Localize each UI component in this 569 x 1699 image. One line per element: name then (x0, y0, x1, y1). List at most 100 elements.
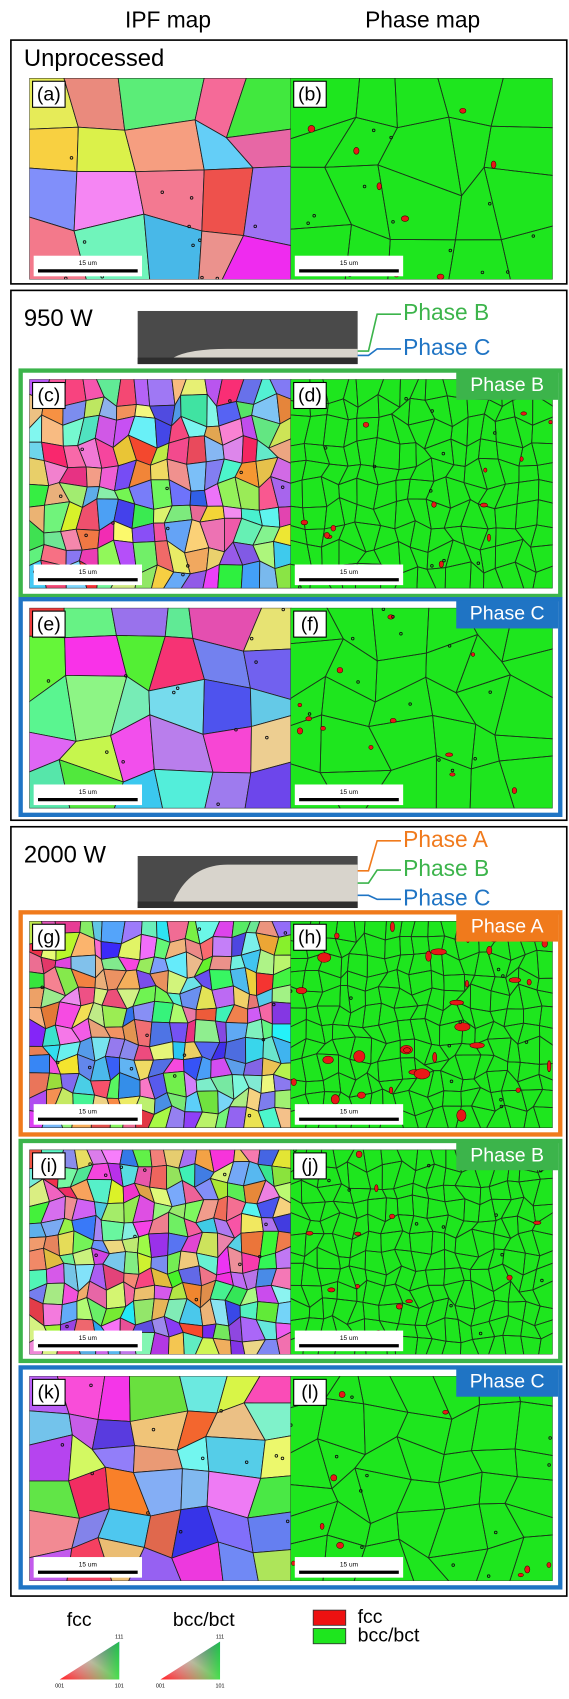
label-leader (358, 314, 401, 351)
fcc-particle (323, 1056, 334, 1064)
fcc-particle (433, 1052, 437, 1062)
fcc-particle (328, 1288, 335, 1292)
grain (196, 1008, 217, 1021)
fcc-particle (414, 1069, 430, 1079)
panel-label: (i) (40, 1155, 57, 1177)
scale-bar-label: 15 um (340, 1108, 358, 1115)
fcc-particle (301, 520, 308, 525)
fcc-particle (354, 147, 359, 154)
fcc-particle (509, 978, 521, 983)
grain (259, 507, 280, 527)
scale-bar-label: 15 um (79, 1561, 97, 1568)
grain (261, 1074, 275, 1093)
phase-badge-label: Phase B (470, 374, 544, 396)
fcc-particle (547, 1562, 551, 1567)
fcc-particle (324, 532, 329, 538)
fcc-particle (431, 949, 447, 955)
grain (43, 1304, 62, 1326)
fcc-particle (296, 987, 307, 993)
fcc-particle (389, 1087, 393, 1094)
substrate (138, 902, 358, 909)
fcc-particle (375, 1185, 378, 1192)
fcc-particle (527, 979, 531, 985)
fcc-particle (406, 1299, 413, 1302)
fcc-particle (356, 1284, 360, 1288)
fcc-particle (363, 422, 369, 427)
panel-label: (c) (37, 385, 60, 407)
fcc-particle (450, 1000, 464, 1005)
fcc-particle (432, 502, 437, 508)
grain (43, 1283, 64, 1305)
fcc-particle (390, 718, 396, 723)
fcc-particle (389, 1214, 394, 1219)
scale-bar-label: 15 um (340, 260, 358, 267)
grain (101, 921, 125, 944)
phase-badge-label: Phase B (470, 1144, 544, 1166)
panel-label: (l) (301, 1382, 318, 1404)
phase-swatch (313, 1629, 346, 1644)
grain (209, 956, 231, 970)
ipf-corner: 001 (156, 1683, 165, 1689)
scale-bar-label: 15 um (79, 1108, 97, 1115)
fcc-particle (525, 1566, 530, 1573)
section-title: 950 W (24, 305, 93, 332)
scale-bar-label: 15 um (340, 1335, 358, 1342)
phase-map (290, 1375, 553, 1581)
grain (29, 127, 78, 171)
fcc-particle (457, 1110, 466, 1122)
panel-label: (h) (298, 927, 322, 949)
label-leader (358, 349, 401, 356)
section-title: 2000 W (24, 841, 107, 868)
matrix (290, 608, 552, 808)
phase-map (290, 379, 552, 588)
ipf-map (29, 78, 291, 280)
profile-label: Phase A (403, 826, 489, 852)
grain (213, 1324, 230, 1340)
scale-bar-label: 15 um (340, 1561, 358, 1568)
panel-label: (e) (37, 613, 61, 635)
grain (58, 1231, 74, 1256)
grain (226, 1107, 247, 1128)
fcc-particle (320, 1523, 324, 1529)
fcc-particle (516, 1088, 520, 1093)
grain (133, 1446, 182, 1473)
substrate (138, 358, 358, 365)
fcc-particle (331, 1095, 339, 1104)
fcc-particle (512, 788, 516, 794)
fcc-particle (358, 1092, 366, 1098)
grain (248, 1512, 292, 1553)
grain (212, 986, 234, 1008)
grain (150, 1165, 167, 1189)
profile-label: Phase C (403, 884, 490, 910)
grain (205, 772, 251, 808)
fcc-particle (356, 1151, 362, 1158)
fcc-particle (470, 1043, 484, 1049)
grain (29, 1055, 49, 1073)
grain (276, 1301, 292, 1324)
fcc-particle (390, 922, 394, 932)
fcc-particle (437, 274, 444, 279)
grain (165, 608, 193, 639)
fcc-particle (487, 534, 490, 541)
fcc-particle (443, 1410, 449, 1414)
matrix (290, 1376, 552, 1581)
fcc-particle (298, 703, 302, 707)
fcc-particle (306, 1231, 313, 1235)
fcc-particle (339, 1391, 345, 1397)
fcc-particle (306, 716, 312, 720)
panel-label: (g) (37, 927, 61, 949)
grain (181, 1469, 209, 1510)
fcc-particle (337, 1542, 344, 1548)
profile-label: Phase B (403, 299, 489, 325)
ipf-legend-title: fcc (67, 1609, 92, 1631)
grain (275, 1090, 292, 1109)
ipf-map (29, 1150, 291, 1355)
fcc-particle (450, 773, 455, 776)
panel-label: (b) (298, 84, 322, 106)
grain (241, 561, 260, 588)
phase-badge-label: Phase A (471, 916, 544, 938)
grain (147, 379, 175, 406)
fcc-particle (331, 1475, 337, 1481)
ipf-corner: 101 (216, 1683, 225, 1689)
fcc-particle (377, 183, 382, 190)
